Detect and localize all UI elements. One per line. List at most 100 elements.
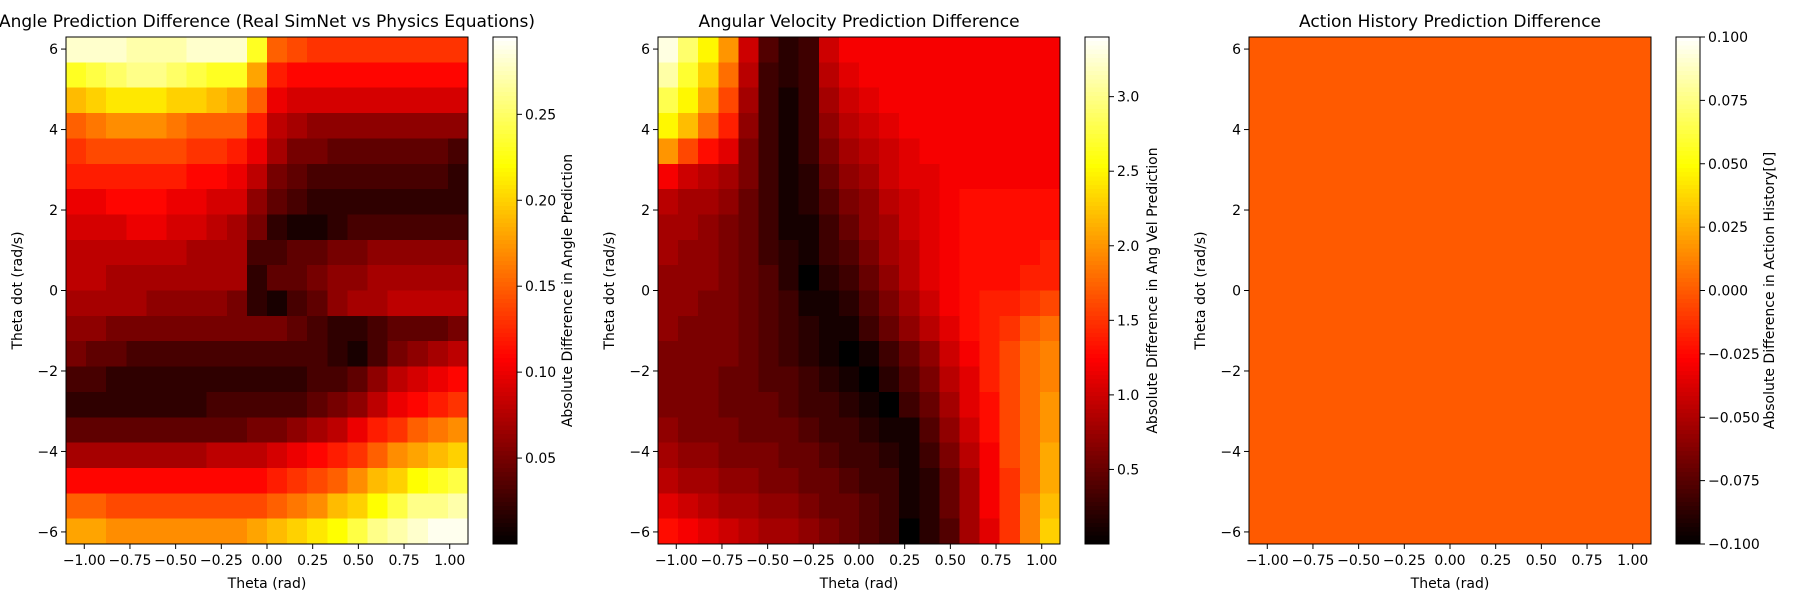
- heatmap-cell: [367, 417, 389, 444]
- colorbar-gradient-step: [493, 282, 517, 287]
- colorbar-gradient-step: [493, 315, 517, 321]
- colorbar-gradient-step: [1676, 531, 1700, 537]
- colorbar-gradient-step: [1676, 472, 1700, 477]
- heatmap-cell: [939, 37, 961, 63]
- x-tick-label: −0.50: [1337, 553, 1380, 569]
- heatmap-cell: [367, 442, 389, 469]
- heatmap-cell: [447, 366, 469, 393]
- heatmap-cell: [206, 290, 228, 317]
- heatmap-cell: [999, 315, 1021, 342]
- heatmap-cell: [939, 391, 961, 418]
- heatmap-cell: [367, 290, 389, 317]
- heatmap-cell: [427, 189, 449, 216]
- colorbar-gradient-step: [493, 134, 517, 139]
- heatmap-cell: [899, 467, 920, 494]
- heatmap-cell: [678, 493, 699, 520]
- colorbar-gradient-step: [1085, 501, 1109, 507]
- heatmap-cell: [66, 189, 87, 216]
- heatmap-cell: [387, 290, 409, 317]
- heatmap-cell: [327, 391, 348, 418]
- heatmap-cell: [407, 239, 429, 266]
- colorbar-gradient-step: [1085, 273, 1109, 279]
- heatmap-cell: [778, 341, 800, 368]
- colorbar-gradient-step: [493, 189, 517, 194]
- colorbar-gradient-step: [1085, 421, 1109, 427]
- heatmap-cell: [307, 189, 328, 216]
- heatmap-cell: [246, 442, 268, 469]
- heatmap-cell: [818, 265, 840, 292]
- heatmap-cell: [226, 113, 248, 139]
- heatmap-cell: [347, 214, 369, 241]
- heatmap-cell: [367, 366, 389, 393]
- heatmap-cell: [427, 315, 449, 342]
- colorbar-gradient-step: [1676, 239, 1700, 245]
- heatmap-cell: [979, 138, 1001, 165]
- heatmap-cell: [859, 214, 880, 241]
- heatmap-cell: [698, 315, 719, 342]
- heatmap-cell: [226, 442, 248, 469]
- colorbar-tick-label: 1.0: [1117, 388, 1139, 404]
- colorbar-gradient-step: [1676, 100, 1700, 106]
- heatmap-cell: [106, 214, 127, 241]
- colorbar-gradient-step: [1676, 383, 1700, 389]
- colorbar-gradient-step: [1085, 37, 1109, 42]
- heatmap-cell: [66, 341, 87, 368]
- heatmap-cell: [1019, 214, 1041, 241]
- colorbar-gradient-step: [1085, 87, 1109, 93]
- heatmap-cell: [427, 37, 449, 63]
- colorbar-gradient-step: [493, 514, 517, 520]
- heatmap-cell: [859, 417, 880, 444]
- colorbar-gradient-step: [493, 413, 517, 418]
- heatmap-cell: [798, 442, 820, 469]
- colorbar-gradient-step: [1676, 210, 1700, 216]
- heatmap-cell: [126, 163, 147, 190]
- colorbar-frame: [492, 36, 518, 545]
- heatmap-cell: [738, 391, 760, 418]
- x-axis-label: Theta (rad): [819, 576, 899, 592]
- heatmap-cell: [427, 493, 449, 520]
- heatmap-cell: [287, 366, 308, 393]
- heatmap-cell: [919, 214, 940, 241]
- heatmap-cell: [347, 113, 369, 139]
- heatmap-cell: [758, 37, 780, 63]
- heatmap-cell: [899, 391, 920, 418]
- heatmap-cell: [226, 214, 248, 241]
- colorbar-gradient-step: [1085, 83, 1109, 89]
- colorbar-gradient-step: [493, 176, 517, 182]
- heatmap-cell: [658, 113, 679, 139]
- colorbar-gradient-step: [1085, 391, 1109, 397]
- colorbar-gradient-step: [1085, 358, 1109, 363]
- heatmap-cell: [879, 138, 900, 165]
- heatmap-cell: [447, 138, 469, 165]
- heatmap-cell: [959, 315, 981, 342]
- heatmap-cell: [427, 214, 449, 241]
- colorbar-gradient-step: [1085, 522, 1109, 528]
- heatmap-cell: [718, 87, 739, 114]
- heatmap-cell: [718, 467, 739, 494]
- heatmap-cell: [1019, 37, 1041, 63]
- y-tick-label: −4: [629, 444, 650, 460]
- colorbar-gradient-step: [493, 472, 517, 477]
- heatmap-cell: [698, 493, 719, 520]
- heatmap-cell: [658, 138, 679, 165]
- heatmap-cell: [186, 138, 208, 165]
- heatmap-cell: [919, 366, 940, 393]
- colorbar-gradient-step: [1085, 231, 1109, 237]
- colorbar-gradient-step: [1676, 248, 1700, 254]
- colorbar-gradient-step: [1676, 193, 1700, 199]
- heatmap-cell: [798, 163, 820, 190]
- heatmap-cell: [698, 290, 719, 317]
- colorbar-gradient-step: [493, 252, 517, 258]
- heatmap-cell: [106, 163, 127, 190]
- colorbar-gradient-step: [493, 527, 517, 532]
- colorbar-gradient-step: [1676, 83, 1700, 89]
- heatmap-cell: [999, 62, 1021, 89]
- colorbar-gradient-step: [1676, 421, 1700, 427]
- heatmap-cell: [919, 290, 940, 317]
- heatmap-cell: [778, 239, 800, 266]
- colorbar-gradient-step: [1085, 328, 1109, 334]
- heatmap-cell: [959, 442, 981, 469]
- heatmap-cell: [738, 442, 760, 469]
- y-tick-label: −2: [1220, 364, 1241, 380]
- heatmap-cell: [818, 341, 840, 368]
